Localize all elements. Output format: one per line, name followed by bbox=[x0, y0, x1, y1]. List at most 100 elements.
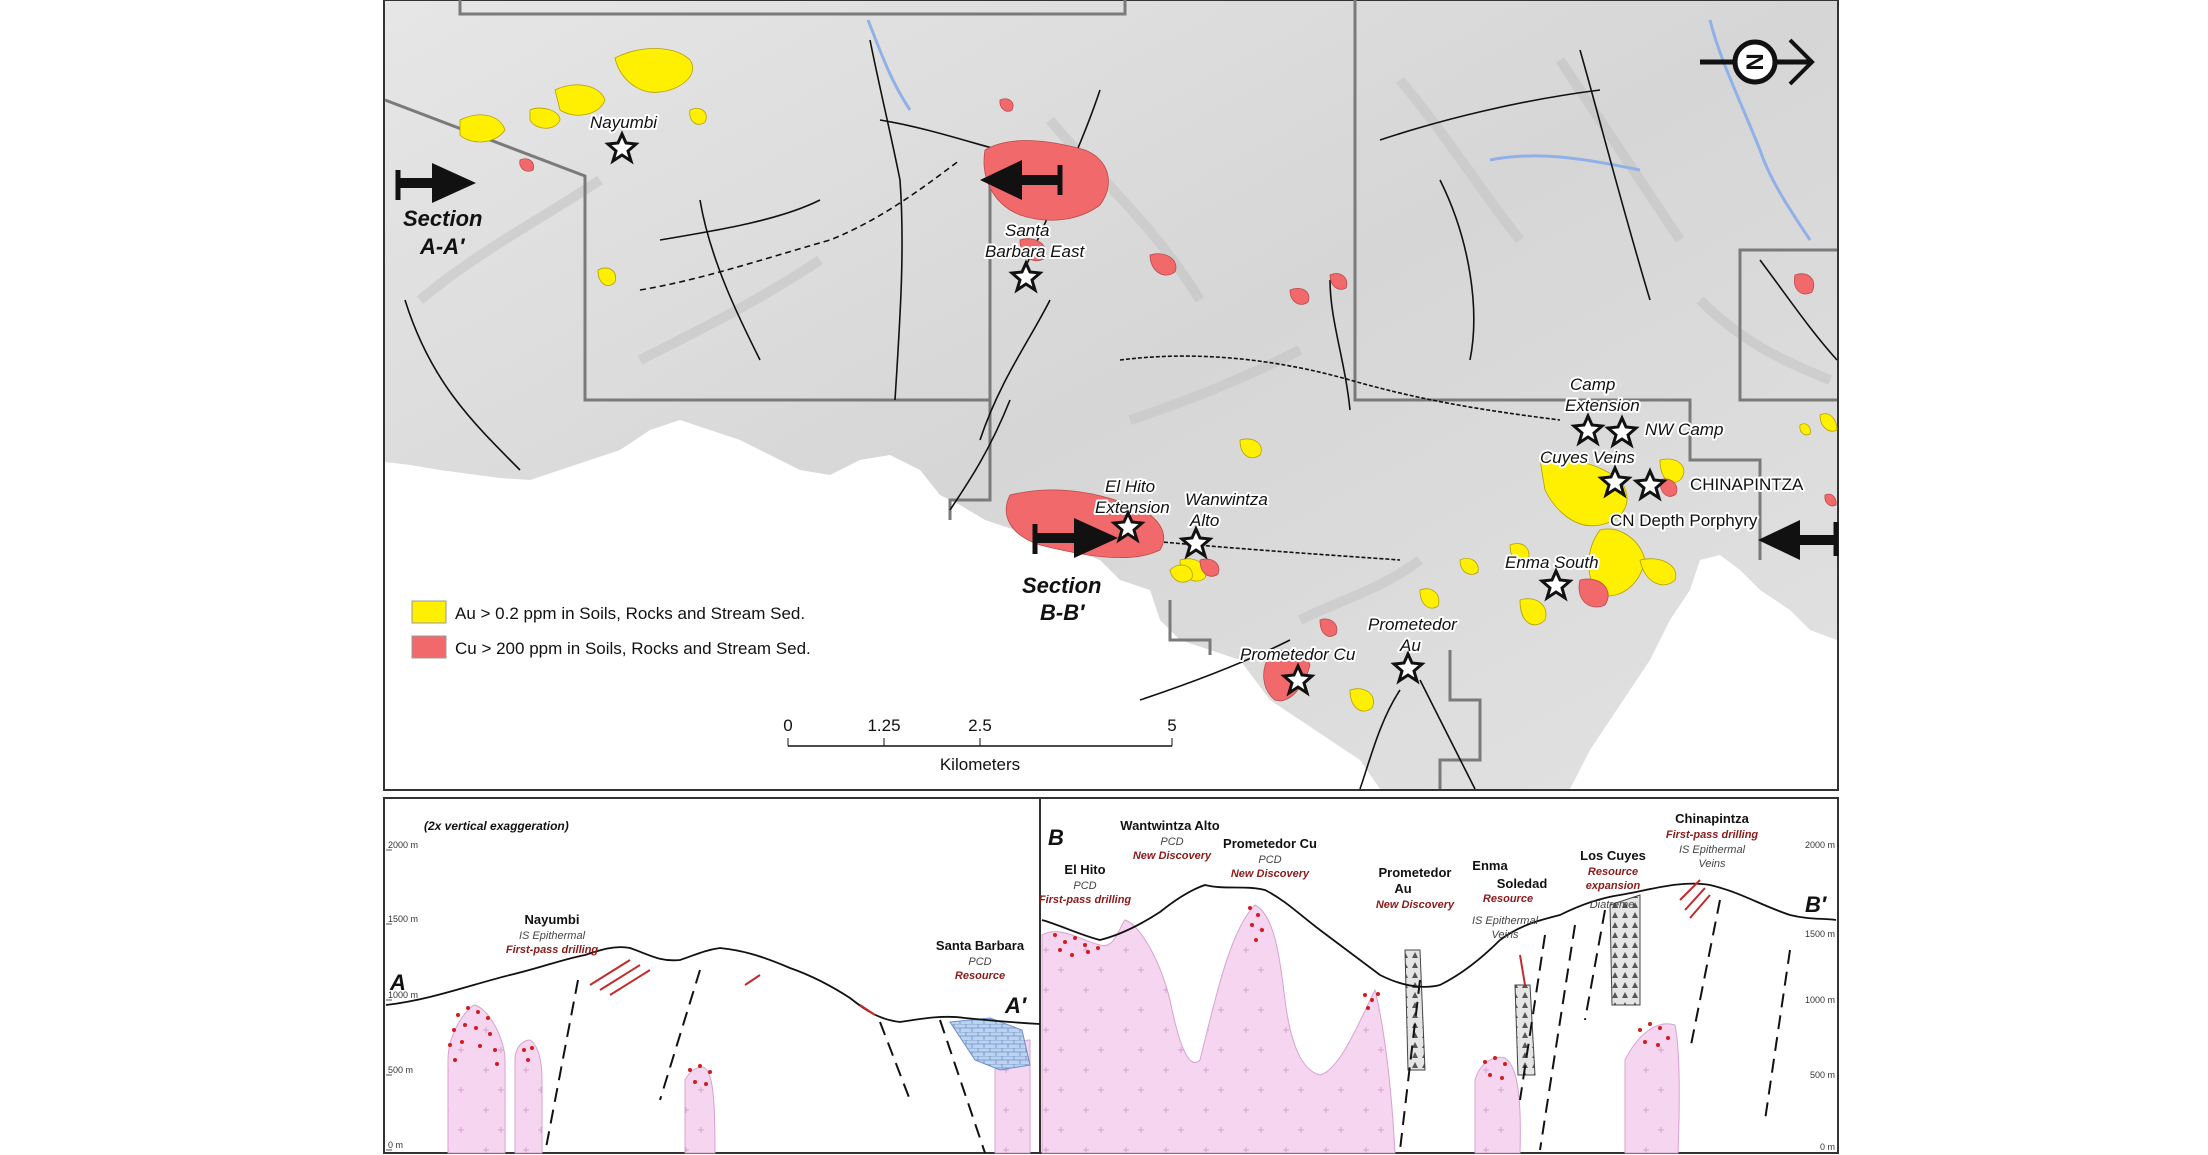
label-prometedor-au: Prometedor bbox=[1379, 865, 1452, 880]
label-santa-barbara: Santa Barbara bbox=[936, 938, 1025, 953]
section-b-veins bbox=[1519, 879, 1711, 986]
star-icon bbox=[604, 130, 640, 165]
label-diatreme: Diatreme bbox=[1590, 899, 1635, 911]
prospect-wanwintza: Wanwintza bbox=[1185, 490, 1268, 509]
scale-tick-1-25: 1.25 bbox=[867, 716, 900, 735]
label-nayumbi-status: First-pass drilling bbox=[506, 944, 599, 956]
label-prometedor-cu: Prometedor Cu bbox=[1223, 836, 1317, 851]
label-prometedor-cu-sub: PCD bbox=[1258, 854, 1281, 866]
prospect-santa: Santa bbox=[1005, 221, 1049, 240]
prospect-prometedor: Prometedor bbox=[1368, 615, 1458, 634]
au-anomalies bbox=[459, 48, 1838, 712]
left-axis-1000: 1000 m bbox=[388, 990, 418, 1000]
left-axis-0: 0 m bbox=[388, 1140, 403, 1150]
prospect-enma-south: Enma South bbox=[1505, 553, 1599, 572]
prospect-nw-camp: NW Camp bbox=[1645, 420, 1723, 439]
scale-tick-0: 0 bbox=[783, 716, 792, 735]
star-icon bbox=[1604, 414, 1640, 449]
right-axis-2000: 2000 m bbox=[1805, 840, 1835, 850]
star-icon bbox=[1008, 259, 1044, 294]
label-los-cuyes-status-2: expansion bbox=[1586, 880, 1641, 892]
star-icon bbox=[1597, 464, 1633, 499]
prospect-camp: Camp bbox=[1570, 375, 1615, 394]
section-a-label: A-A′ bbox=[419, 234, 466, 259]
prospect-chinapintza: CHINAPINTZA bbox=[1690, 475, 1804, 494]
label-nayumbi-sub: IS Epithermal bbox=[519, 930, 586, 942]
section-arrows bbox=[395, 160, 1839, 560]
prospect-wanwintza-alto: Alto bbox=[1189, 511, 1219, 530]
section-end-b: B bbox=[1048, 825, 1064, 850]
prospect-el-hito: El Hito bbox=[1105, 477, 1155, 496]
section-b-start-arrow bbox=[1032, 518, 1118, 558]
star-icon bbox=[1110, 509, 1146, 544]
label-enma-status: Resource bbox=[1483, 893, 1533, 905]
north-arrow: N bbox=[1700, 38, 1815, 86]
section-a-title: Section bbox=[403, 206, 482, 231]
prospect-barbara-east: Barbara East bbox=[985, 242, 1085, 261]
prospect-nayumbi: Nayumbi bbox=[590, 113, 658, 132]
scale-tick-5: 5 bbox=[1167, 716, 1176, 735]
prospect-stars bbox=[604, 130, 1668, 697]
star-icon bbox=[1178, 525, 1214, 560]
section-end-b-prime: B′ bbox=[1805, 892, 1828, 917]
label-el-hito-status: First-pass drilling bbox=[1039, 894, 1132, 906]
legend-au-label: Au > 0.2 ppm in Soils, Rocks and Stream … bbox=[455, 604, 805, 623]
label-enma: Enma bbox=[1472, 858, 1508, 873]
section-a-end-arrow bbox=[980, 160, 1063, 200]
right-axis-1000: 1000 m bbox=[1805, 995, 1835, 1005]
terrain-hillshade bbox=[385, 1, 1837, 789]
label-los-cuyes-status: Resource bbox=[1588, 866, 1638, 878]
prospect-cn-depth-porphyry: CN Depth Porphyry bbox=[1610, 511, 1758, 530]
faults bbox=[404, 39, 1838, 790]
label-is-epithermal-veins: Veins bbox=[1491, 929, 1519, 941]
section-b-end-arrow bbox=[1758, 520, 1839, 560]
cross-section-panel: 2000 m 1500 m 1000 m 500 m 0 m 2000 m 15… bbox=[383, 797, 1839, 1154]
section-b-topography bbox=[1041, 882, 1837, 988]
label-prometedor-au-status: New Discovery bbox=[1376, 899, 1455, 911]
section-a-faults bbox=[544, 969, 986, 1154]
map-labels: Nayumbi Santa Barbara East El Hito Exten… bbox=[588, 111, 1806, 666]
star-icon bbox=[1538, 567, 1574, 602]
section-b-intrusions bbox=[1041, 904, 1680, 1154]
concession-boundaries bbox=[384, 0, 1837, 789]
section-b-faults bbox=[1399, 899, 1791, 1151]
left-axis-2000: 2000 m bbox=[388, 840, 418, 850]
label-el-hito: El Hito bbox=[1064, 862, 1105, 877]
right-axis-1500: 1500 m bbox=[1805, 929, 1835, 939]
star-icon bbox=[1570, 412, 1606, 447]
scale-bar: 0 1.25 2.5 5 Kilometers bbox=[783, 716, 1176, 774]
left-depth-axis bbox=[386, 849, 392, 1151]
section-end-a: A bbox=[389, 970, 406, 995]
legend-cu-label: Cu > 200 ppm in Soils, Rocks and Stream … bbox=[455, 639, 811, 658]
star-icon bbox=[1632, 467, 1668, 502]
section-a-start-arrow bbox=[395, 163, 476, 203]
vertical-exaggeration-note: (2x vertical exaggeration) bbox=[424, 819, 569, 833]
star-icon bbox=[1390, 650, 1426, 685]
star-icon bbox=[1280, 662, 1316, 697]
label-wantwintza-alto-sub: PCD bbox=[1160, 836, 1183, 848]
north-letter: N bbox=[1742, 53, 1769, 70]
left-axis-500: 500 m bbox=[388, 1065, 413, 1075]
legend-au-swatch bbox=[411, 600, 447, 624]
section-a-topography bbox=[385, 946, 1041, 1025]
label-chinapintza: Chinapintza bbox=[1675, 811, 1749, 826]
legend: Au > 0.2 ppm in Soils, Rocks and Stream … bbox=[411, 600, 811, 659]
label-nayumbi: Nayumbi bbox=[525, 912, 580, 927]
scale-unit: Kilometers bbox=[940, 755, 1020, 774]
right-axis-500: 500 m bbox=[1810, 1070, 1835, 1080]
label-santa-barbara-status: Resource bbox=[955, 970, 1005, 982]
section-b-label: B-B′ bbox=[1040, 600, 1086, 625]
label-wantwintza-alto-status: New Discovery bbox=[1133, 850, 1212, 862]
label-el-hito-sub: PCD bbox=[1073, 880, 1096, 892]
section-a-veins bbox=[589, 959, 876, 1016]
section-end-a-prime: A′ bbox=[1004, 993, 1028, 1018]
santa-barbara-limestone bbox=[949, 1017, 1031, 1071]
prospect-camp-extension: Extension bbox=[1565, 396, 1640, 415]
prospect-prometedor-au: Au bbox=[1399, 636, 1421, 655]
label-soledad: Soledad bbox=[1497, 876, 1548, 891]
label-los-cuyes: Los Cuyes bbox=[1580, 848, 1646, 863]
label-wantwintza-alto: Wantwintza Alto bbox=[1120, 818, 1219, 833]
legend-cu-swatch bbox=[411, 635, 447, 659]
label-chinapintza-status: First-pass drilling bbox=[1666, 829, 1759, 841]
left-axis-1500: 1500 m bbox=[388, 914, 418, 924]
